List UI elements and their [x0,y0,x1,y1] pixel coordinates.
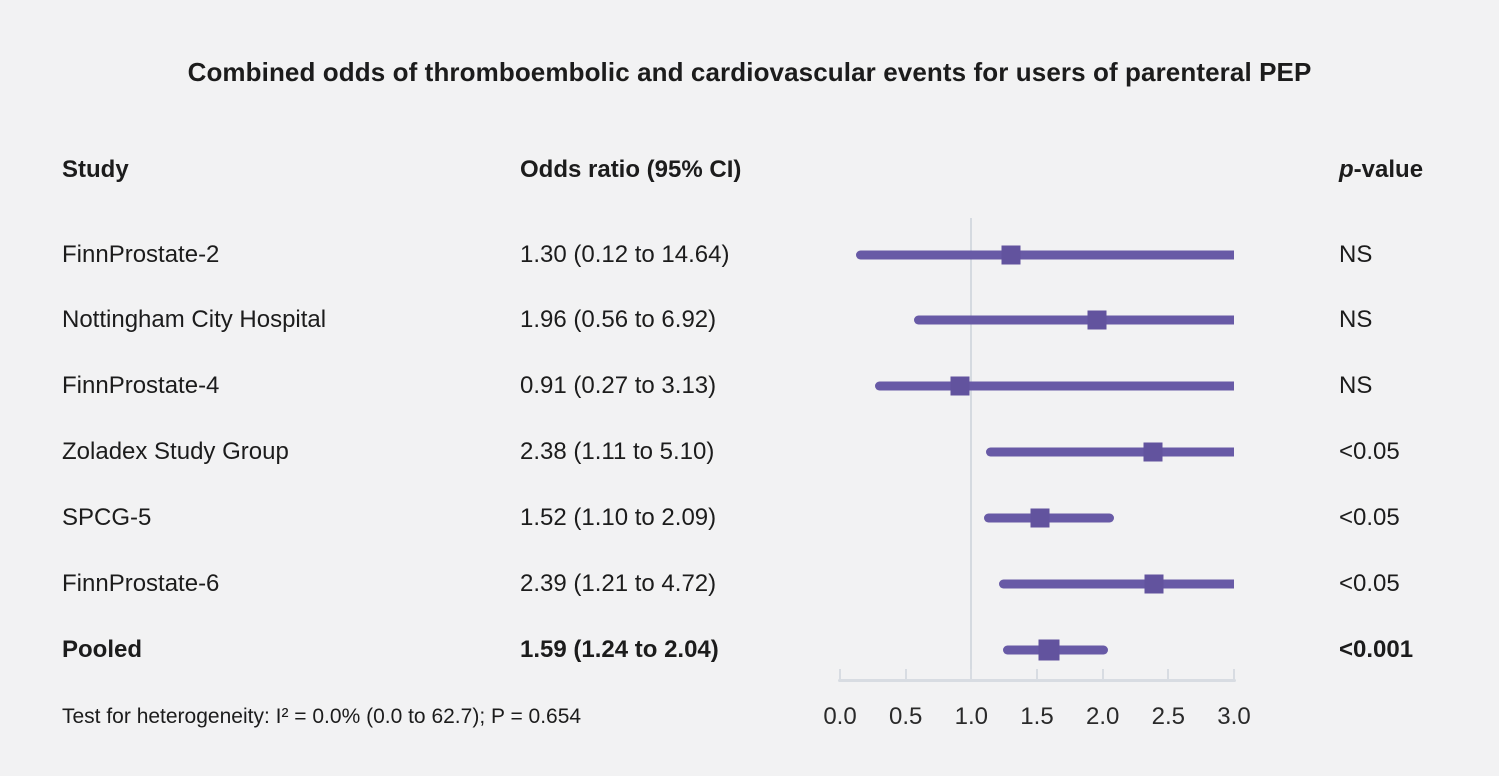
odds-ratio-marker [1030,508,1050,528]
confidence-interval-line [985,447,1234,457]
x-axis-tick [1232,669,1235,679]
confidence-interval-line [875,381,1234,391]
x-axis-line [838,679,1236,682]
column-header-p-value: p-value [1339,156,1423,184]
x-axis-tick-label: 2.5 [1151,703,1185,730]
odds-ratio-label: 0.91 (0.27 to 3.13) [520,372,717,400]
x-axis-tick [904,669,907,679]
x-axis-tick-label: 3.0 [1217,703,1251,730]
odds-ratio-label: 1.59 (1.24 to 2.04) [520,635,719,663]
x-axis-tick [1101,669,1104,679]
heterogeneity-note: Test for heterogeneity: I² = 0.0% (0.0 t… [62,705,582,728]
x-axis-tick-label: 1.5 [1020,703,1054,730]
column-header-odds-ratio: Odds ratio (95% CI) [520,156,742,183]
p-value-label: <0.05 [1339,569,1400,597]
chart-title: Combined odds of thromboembolic and card… [187,57,1312,87]
odds-ratio-label: 2.38 (1.11 to 5.10) [520,438,715,466]
confidence-interval-line [984,513,1115,523]
confidence-interval-line [855,250,1234,259]
x-axis-tick [1167,669,1170,679]
study-label: FinnProstate-6 [62,569,220,597]
odds-ratio-marker [950,376,969,396]
odds-ratio-label: 1.52 (1.10 to 2.09) [520,503,717,531]
x-axis-tick-label: 2.0 [1085,703,1120,730]
confidence-interval-line [998,579,1234,589]
x-axis-tick [970,669,973,679]
p-value-label: NS [1339,306,1373,334]
reference-line [970,218,973,681]
odds-ratio-label: 2.39 (1.21 to 4.72) [520,569,717,597]
p-value-label: <0.001 [1339,635,1414,663]
x-axis-tick-label: 0.5 [888,703,923,730]
x-axis-tick-label: 1.0 [954,703,989,730]
odds-ratio-marker [1001,245,1021,264]
odds-ratio-marker [1143,442,1163,462]
p-value-label: <0.05 [1339,438,1400,466]
p-value-header-suffix: -value [1353,156,1424,183]
odds-ratio-label: 1.30 (0.12 to 14.64) [520,240,730,268]
odds-ratio-marker [1144,574,1164,594]
x-axis-tick [839,669,841,679]
odds-ratio-marker [1038,639,1060,661]
p-value-label: NS [1339,240,1373,268]
study-label: FinnProstate-2 [62,240,220,268]
study-label: SPCG-5 [62,503,152,531]
x-axis-tick-label: 0.0 [823,703,857,730]
study-label: FinnProstate-4 [62,372,220,400]
x-axis-tick [1035,669,1038,679]
odds-ratio-label: 1.96 (0.56 to 6.92) [520,306,717,334]
confidence-interval-line [913,315,1234,325]
p-value-header-italic-p: p [1339,156,1354,183]
odds-ratio-marker [1087,310,1107,330]
p-value-label: NS [1339,372,1373,400]
column-header-study: Study [62,156,129,183]
study-label: Zoladex Study Group [62,438,289,466]
p-value-label: <0.05 [1339,503,1400,531]
study-label: Pooled [62,635,143,663]
study-label: Nottingham City Hospital [62,306,327,334]
